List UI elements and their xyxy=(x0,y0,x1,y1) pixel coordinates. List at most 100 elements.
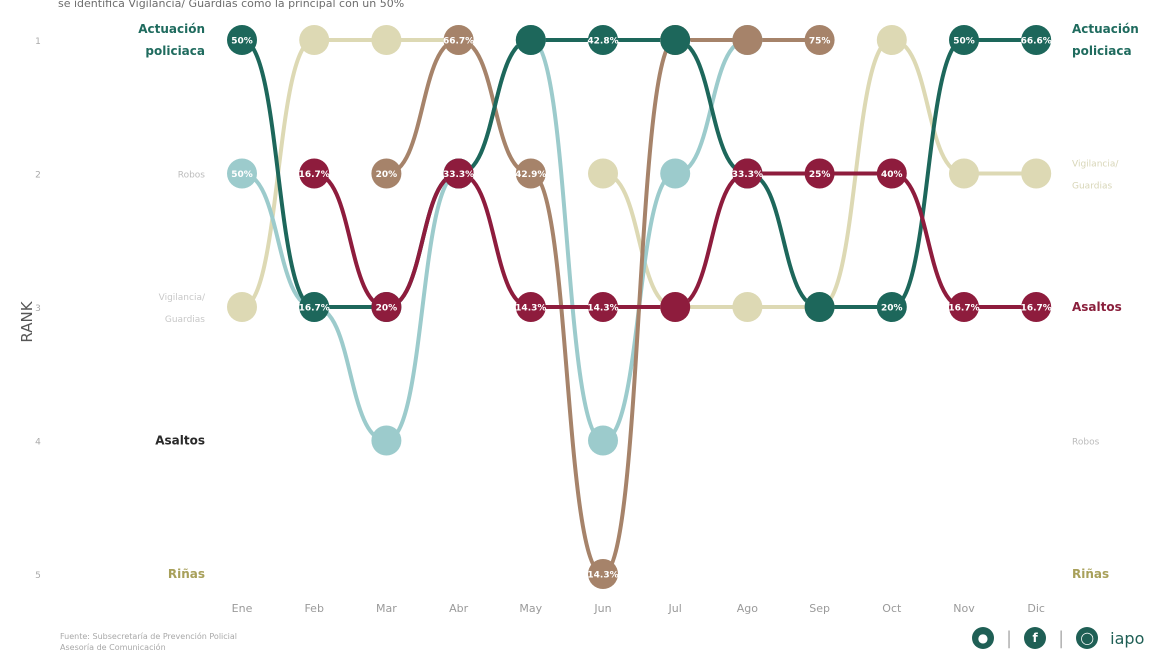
chart-subtitle: se identifica Vigilancia/ Guardias como … xyxy=(58,0,405,10)
point-guard xyxy=(732,292,763,322)
point-label-asaltos: 25% xyxy=(809,170,831,180)
separator: | xyxy=(1058,627,1065,649)
left-rank-label: Actuación xyxy=(138,22,205,36)
brand-footer: ● | f | ◯ iapo xyxy=(972,627,1144,649)
point-guard xyxy=(949,158,979,189)
y-axis-title: RANK xyxy=(18,300,36,342)
point-asaltos xyxy=(876,158,907,189)
series-line-actuacion xyxy=(240,37,1039,310)
point-label-actuacion: 20% xyxy=(881,304,903,314)
separator: | xyxy=(1006,627,1013,649)
point-guard xyxy=(1021,158,1052,189)
point-guard xyxy=(588,158,618,189)
point-rina xyxy=(732,25,763,55)
point-actuacion xyxy=(876,292,907,322)
right-rank-label: Riñas xyxy=(1072,567,1109,581)
point-actuacion xyxy=(588,25,618,55)
point-label-asaltos: 20% xyxy=(376,304,398,314)
source-line-2: Asesoría de Comunicación xyxy=(60,643,166,652)
point-label-actuacion: 50% xyxy=(231,37,253,47)
point-label-actuacion: 66.6% xyxy=(1021,37,1052,47)
point-robo xyxy=(371,425,402,456)
right-rank-label: Guardias xyxy=(1072,182,1112,192)
right-rank-label: Asaltos xyxy=(1072,300,1122,314)
series-line-asaltos xyxy=(312,171,1039,310)
point-actuacion xyxy=(804,292,835,322)
point-actuacion xyxy=(227,25,257,55)
right-rank-label: Vigilancia/ xyxy=(1072,160,1119,170)
left-rank-label: Guardias xyxy=(165,315,205,325)
facebook-icon[interactable]: f xyxy=(1024,627,1047,649)
x-tick-label: Sep xyxy=(809,602,830,615)
y-tick-label: 4 xyxy=(35,438,41,448)
left-rank-label: Vigilancia/ xyxy=(159,293,206,303)
y-tick-label: 5 xyxy=(35,571,41,581)
point-asaltos xyxy=(660,292,691,322)
x-tick-label: Abr xyxy=(449,602,469,615)
x-tick-label: Feb xyxy=(304,602,323,615)
point-asaltos xyxy=(443,158,474,189)
right-rank-label: Actuación xyxy=(1072,22,1139,36)
point-label-actuacion: 50% xyxy=(953,37,975,47)
point-asaltos xyxy=(804,158,835,189)
label-layer: Actuación policiaca Robos Vigilancia/Guardi… xyxy=(138,22,1139,581)
point-asaltos xyxy=(371,292,402,322)
brand-handle: iapo xyxy=(1110,628,1145,648)
point-robo xyxy=(660,158,691,189)
x-tick-label: Oct xyxy=(882,602,902,615)
x-tick-label: May xyxy=(519,602,542,615)
x-tick-label: Jun xyxy=(593,602,611,615)
x-tick-label: Nov xyxy=(953,602,975,615)
point-guard xyxy=(876,25,907,55)
point-rina xyxy=(588,559,618,589)
series-layer xyxy=(240,37,1039,577)
point-label-rina: 66.7% xyxy=(443,37,474,47)
point-asaltos xyxy=(515,292,546,322)
point-rina xyxy=(443,25,474,55)
web-icon[interactable]: ● xyxy=(972,627,994,649)
point-label-asaltos: 16.7% xyxy=(299,170,330,180)
marker-layer: 50%20%66.7%42.9%14.3%66.5%75%50%16.7%42.… xyxy=(227,25,1052,589)
point-asaltos xyxy=(299,158,330,189)
source-line-1: Fuente: Subsecretaría de Prevención Poli… xyxy=(60,632,238,641)
source-note: Fuente: Subsecretaría de Prevención Poli… xyxy=(60,631,380,653)
x-tick-label: Ene xyxy=(232,602,253,615)
point-label-asaltos: 14.3% xyxy=(515,304,546,314)
y-tick-label: 2 xyxy=(35,171,41,181)
point-rina xyxy=(804,25,835,55)
point-guard xyxy=(227,292,257,322)
left-rank-label: policiaca xyxy=(145,44,205,58)
point-guard xyxy=(299,25,330,55)
point-label-asaltos: 16.7% xyxy=(948,304,979,314)
point-asaltos xyxy=(1021,292,1052,322)
point-label-asaltos: 14.3% xyxy=(587,304,618,314)
left-rank-label: Asaltos xyxy=(155,434,205,448)
left-rank-label: Robos xyxy=(178,171,206,181)
right-rank-label: Robos xyxy=(1072,438,1100,448)
x-tick-label: Mar xyxy=(376,602,397,615)
instagram-icon[interactable]: ◯ xyxy=(1076,627,1099,649)
point-actuacion xyxy=(660,25,691,55)
point-guard xyxy=(371,25,402,55)
y-tick-label: 1 xyxy=(35,37,41,47)
point-actuacion xyxy=(949,25,979,55)
point-actuacion xyxy=(515,25,546,55)
point-actuacion xyxy=(299,292,330,322)
axis-layer: RANK 1 2 3 4 5 Ene Feb Mar Abr May Jun Jul Ago Sep Oct N… xyxy=(18,37,1045,615)
point-asaltos xyxy=(732,158,763,189)
point-robo xyxy=(588,425,618,456)
point-asaltos xyxy=(949,292,979,322)
point-label-rina: 20% xyxy=(376,170,398,180)
point-label-rina: 14.3% xyxy=(587,571,618,581)
point-label-asaltos: 33.3% xyxy=(732,170,763,180)
point-rina xyxy=(371,158,402,189)
point-asaltos xyxy=(588,292,618,322)
y-tick-label: 3 xyxy=(35,304,41,314)
point-label-asaltos: 16.7% xyxy=(1021,304,1052,314)
point-robo xyxy=(227,158,257,189)
right-rank-label: policiaca xyxy=(1072,44,1132,58)
point-label-actuacion: 42.8% xyxy=(587,37,618,47)
x-tick-label: Dic xyxy=(1027,602,1045,615)
point-label-asaltos: 40% xyxy=(881,170,903,180)
